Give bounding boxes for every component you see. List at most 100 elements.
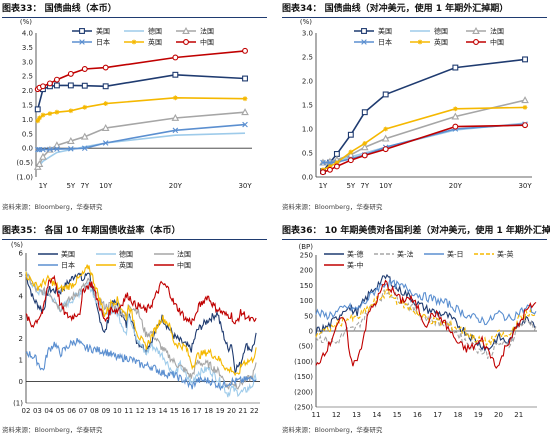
- y-tick-label: 2.5: [22, 73, 33, 81]
- data-point: [172, 95, 178, 101]
- y-tick-label: 0: [19, 378, 23, 386]
- series-line: [315, 288, 537, 359]
- x-tick-label: 08: [90, 407, 99, 415]
- legend-label: 美-日: [447, 250, 464, 259]
- chart-source: 资料来源：Bloomberg，华泰研究: [282, 203, 383, 211]
- x-tick-label: 7Y: [360, 182, 369, 190]
- data-point: [37, 115, 42, 121]
- x-tick-label: 09: [101, 407, 110, 415]
- y-tick-label: (50): [299, 343, 314, 351]
- ten-year-spread-history-chart: (BP)250 200 150 100 50 0 (50) (100) (150) (200) (2…: [294, 243, 537, 419]
- data-point: [35, 159, 44, 167]
- legend-label: 法国: [490, 27, 504, 36]
- x-tick-label: 18: [204, 407, 213, 415]
- legend-label: 日本: [61, 261, 75, 270]
- legend-label: 中国: [490, 38, 504, 47]
- data-point: [67, 82, 74, 89]
- y-tick-label: 50: [304, 312, 313, 320]
- y-tick-label: 4: [19, 292, 24, 300]
- series-line: [37, 96, 246, 122]
- x-tick-label: 21: [238, 407, 247, 415]
- data-point: [40, 146, 46, 153]
- data-point: [381, 134, 390, 142]
- data-point: [39, 152, 47, 160]
- data-point: [327, 164, 333, 169]
- x-tick-label: 16: [181, 407, 190, 415]
- chart-source: 资料来源：Bloomberg，华泰研究: [2, 203, 103, 211]
- legend-label: 中国: [200, 38, 214, 47]
- y-tick-label: 100: [300, 297, 313, 305]
- data-point: [53, 82, 60, 89]
- data-point: [67, 136, 75, 144]
- data-point: [522, 122, 528, 129]
- legend-marker: [79, 28, 85, 34]
- legend-label: 英国: [119, 261, 133, 270]
- series-line: [315, 279, 537, 326]
- x-tick-label: 12: [136, 407, 145, 415]
- data-point: [333, 163, 340, 170]
- chart-title: 图表35： 各国 10 年期国债收益率（本币）: [2, 224, 267, 240]
- legend-label: 美国: [378, 27, 392, 36]
- y-tick-label: 2.5: [302, 54, 313, 62]
- y-tick-label: 250: [300, 252, 313, 260]
- x-tick-label: 20: [494, 411, 503, 419]
- series-line: [25, 264, 257, 377]
- data-point: [68, 145, 74, 152]
- x-tick-label: 05: [56, 407, 65, 415]
- legend-marker: [131, 39, 137, 45]
- data-point: [320, 169, 326, 176]
- x-tick-label: 02: [22, 407, 31, 415]
- y-tick-label: 3.0: [302, 30, 313, 38]
- data-point: [452, 64, 459, 71]
- y-tick-label: 150: [300, 282, 313, 290]
- legend-label: 德国: [148, 27, 162, 36]
- x-tick-label: 17: [433, 411, 442, 419]
- chart-title: 图表34： 国债曲线（对冲美元，使用 1 年期外汇掉期）: [282, 2, 547, 18]
- data-point: [171, 113, 180, 121]
- data-point: [102, 83, 109, 90]
- y-tick-label: (0.5): [16, 159, 33, 167]
- x-tick-label: 15: [170, 407, 179, 415]
- data-point: [54, 146, 60, 152]
- y-tick-label: 1.0: [302, 126, 313, 134]
- legend-label: 美-德: [347, 250, 364, 259]
- chart-panel-36: 图表36： 10 年期美债对各国利差（对冲美元，使用 1 年期外汇掉期） (BP…: [282, 224, 550, 435]
- data-point: [35, 118, 41, 124]
- data-point: [334, 160, 340, 165]
- x-tick-label: 06: [67, 407, 76, 415]
- data-point: [451, 112, 460, 120]
- x-tick-label: 18: [453, 411, 462, 419]
- data-point: [102, 64, 109, 71]
- data-point: [81, 82, 88, 89]
- y-tick-label: (100): [294, 358, 313, 366]
- y-tick-label: 1.0: [22, 116, 33, 124]
- data-point: [320, 159, 326, 166]
- y-tick-label: 1.5: [22, 102, 33, 110]
- chart-panel-33: 图表33： 国债曲线（本币） (%) 4.0 3.5 3.0 2.5 2.0 1.5 1.0 0…: [2, 2, 267, 212]
- y-tick-label: 3.5: [22, 44, 33, 52]
- legend-label: 中国: [177, 261, 191, 270]
- yield-curve-local-currency-chart: (%) 4.0 3.5 3.0 2.5 2.0 1.5 1.0 0.5 0.0 (0.5) (1.0)…: [16, 19, 252, 190]
- series-line: [25, 274, 257, 329]
- data-point: [382, 91, 389, 98]
- y-tick-label: 0.5: [302, 150, 313, 158]
- x-tick-label: 19: [216, 407, 225, 415]
- x-tick-label: 7Y: [80, 182, 89, 190]
- data-point: [522, 56, 528, 63]
- x-tick-label: 30Y: [518, 182, 532, 190]
- data-point: [242, 75, 248, 82]
- y-tick-label: (250): [294, 404, 313, 412]
- x-tick-label: 30Y: [238, 182, 252, 190]
- x-tick-label: 14: [372, 411, 381, 419]
- data-point: [348, 149, 354, 155]
- y-tick-label: 0.0: [302, 174, 313, 182]
- data-point: [53, 141, 61, 149]
- x-tick-label: 20Y: [449, 182, 463, 190]
- series-line: [37, 111, 246, 168]
- legend-label: 美-中: [347, 261, 364, 270]
- y-axis-unit: (%): [11, 241, 23, 249]
- series-line: [25, 273, 257, 390]
- data-point: [347, 131, 354, 138]
- y-tick-label: 0.5: [22, 130, 33, 138]
- x-tick-label: 03: [33, 407, 42, 415]
